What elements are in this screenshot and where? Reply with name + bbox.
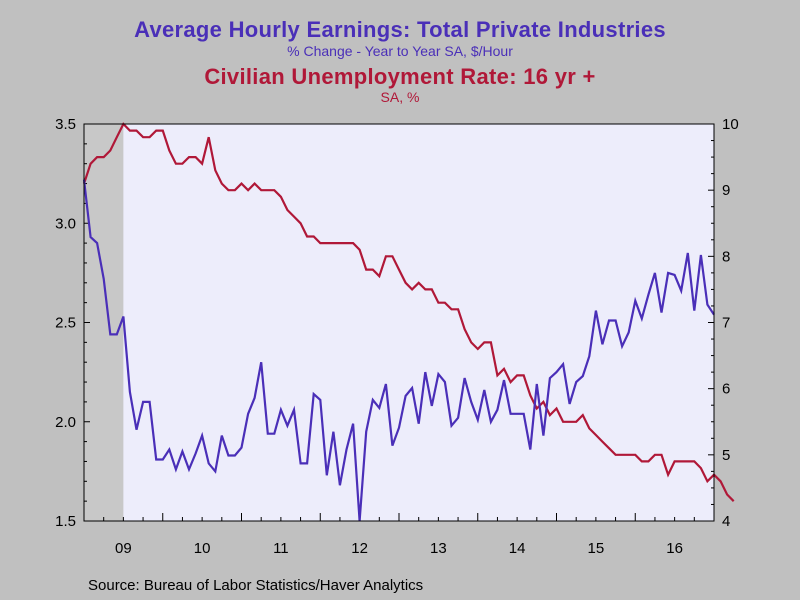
- right-axis-tick-label: 7: [722, 315, 730, 332]
- x-axis-tick-label: 12: [351, 540, 368, 557]
- chart-title-unemployment: Civilian Unemployment Rate: 16 yr +: [204, 64, 596, 89]
- right-axis-tick-label: 4: [722, 513, 730, 530]
- chart-subtitle-unemployment: SA, %: [380, 89, 420, 105]
- x-axis-tick-label: 14: [509, 540, 526, 557]
- x-axis-tick-label: 15: [588, 540, 605, 557]
- left-axis-tick-label: 2.0: [55, 414, 76, 431]
- right-axis-tick-label: 9: [722, 182, 730, 199]
- plot-frame: [83, 123, 715, 522]
- unemployment-rate-line: [82, 122, 735, 502]
- chart-subtitle-earnings: % Change - Year to Year SA, $/Hour: [287, 43, 513, 59]
- x-axis-tick-label: 10: [194, 540, 211, 557]
- x-axis: 09 10 11 12 13 14 15 16: [83, 513, 715, 557]
- right-axis-tick-label: 10: [722, 116, 739, 133]
- x-axis-tick-label: 09: [115, 540, 132, 557]
- right-axis: 4 5 6 7 8 9 10: [708, 116, 739, 530]
- x-axis-tick-label: 16: [666, 540, 683, 557]
- left-axis-tick-label: 1.5: [55, 513, 76, 530]
- left-axis-tick-label: 3.0: [55, 215, 76, 232]
- left-axis-tick-label: 3.5: [55, 116, 76, 133]
- chart-title-earnings: Average Hourly Earnings: Total Private I…: [134, 17, 666, 42]
- left-axis-tick-label: 2.5: [55, 315, 76, 332]
- x-axis-tick-label: 13: [430, 540, 447, 557]
- right-axis-tick-label: 6: [722, 381, 730, 398]
- hourly-earnings-line: [82, 179, 715, 522]
- source-note: Source: Bureau of Labor Statistics/Haver…: [88, 577, 424, 594]
- right-axis-tick-label: 5: [722, 447, 730, 464]
- x-axis-tick-label: 11: [273, 540, 289, 557]
- recession-shading: [84, 124, 124, 521]
- right-axis-tick-label: 8: [722, 248, 730, 265]
